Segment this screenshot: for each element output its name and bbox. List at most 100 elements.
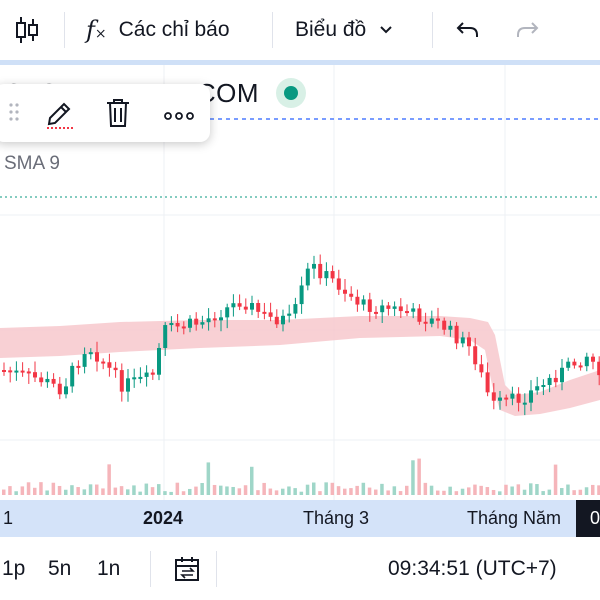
time-axis-label: Tháng 3	[303, 508, 370, 528]
candle-body	[330, 271, 335, 279]
volume-bar	[243, 485, 248, 495]
bottom-bar: 1p 5n 1n 09:34:51 (UTC+7)	[0, 537, 600, 600]
candle-body	[547, 377, 552, 385]
volume-bar	[547, 489, 552, 495]
candle-body	[361, 299, 366, 305]
volume-bar	[45, 490, 49, 495]
volume-bar	[200, 483, 204, 495]
volume-bar	[355, 485, 359, 495]
undo-button[interactable]	[455, 0, 481, 60]
candle-body	[64, 386, 68, 395]
candle-body	[386, 305, 391, 309]
indicators-label: Các chỉ báo	[118, 18, 230, 41]
chevron-down-icon	[380, 26, 392, 34]
candle-body	[26, 371, 31, 374]
volume-bar	[14, 491, 18, 495]
candle-body	[45, 378, 50, 383]
volume-bar	[219, 485, 223, 495]
indicators-button[interactable]: f× Các chỉ báo	[86, 0, 230, 60]
candle-body	[454, 325, 459, 344]
interval-1n-button[interactable]: 1n	[97, 557, 121, 580]
volume-bar	[175, 482, 180, 495]
volume-bar	[82, 489, 87, 495]
volume-bar	[423, 482, 428, 495]
volume-bar	[318, 491, 322, 495]
candles-icon[interactable]	[14, 0, 40, 60]
drag-handle-icon[interactable]	[8, 101, 20, 128]
volume-bar	[76, 487, 80, 495]
drawing-toolbar	[0, 84, 210, 142]
volume-bar	[26, 482, 31, 495]
date-range-button[interactable]	[173, 537, 203, 600]
volume-bar	[504, 484, 508, 495]
candle-body	[231, 303, 236, 308]
interval-5n-button[interactable]: 5n	[48, 557, 72, 580]
volume-bar	[429, 485, 434, 495]
function-icon: f×	[86, 16, 107, 44]
candle-body	[293, 304, 298, 314]
crosshair-time-label: 0	[576, 500, 600, 537]
volume-bar	[597, 485, 600, 495]
volume-bar	[256, 490, 260, 495]
candle-body	[200, 322, 205, 325]
indicator-legend[interactable]: SMA 9	[4, 153, 60, 174]
volume-bar	[126, 489, 130, 495]
candle-body	[20, 370, 25, 373]
candle-body	[175, 322, 180, 327]
volume-bar	[560, 488, 564, 495]
candle-body	[522, 402, 527, 405]
volume-bar	[473, 484, 477, 495]
candle-body	[82, 354, 87, 367]
volume-bar	[194, 486, 198, 495]
volume-bar	[460, 488, 465, 495]
volume-bar	[442, 490, 446, 495]
candle-body	[405, 311, 409, 314]
time-axis-label: Tháng Năm	[467, 508, 562, 528]
chart-canvas[interactable]	[0, 65, 600, 500]
volume-bar	[144, 483, 149, 495]
volume-bar	[578, 489, 583, 495]
candle-body	[14, 370, 19, 373]
interval-1p-button[interactable]: 1p	[2, 557, 26, 580]
volume-bar	[250, 466, 254, 495]
trash-icon[interactable]	[105, 97, 131, 134]
volume-bar	[516, 484, 521, 495]
chart-type-button[interactable]: Biểu đồ	[295, 0, 396, 60]
candle-body	[107, 362, 112, 368]
candle-body	[181, 326, 186, 329]
volume-bar	[522, 489, 527, 495]
candle-body	[411, 308, 416, 312]
volume-bar	[454, 491, 459, 495]
volume-bar	[299, 491, 304, 495]
candle-body	[498, 397, 502, 401]
volume-bar	[330, 482, 335, 495]
candle-body	[584, 356, 589, 367]
candle-body	[132, 377, 137, 380]
candle-body	[250, 303, 254, 310]
volume-bar	[398, 491, 403, 495]
pencil-icon[interactable]	[44, 96, 76, 135]
candle-body	[529, 390, 533, 403]
candle-body	[274, 316, 279, 325]
candle-body	[119, 370, 124, 392]
candle-body	[597, 361, 600, 376]
time-axis[interactable]: 1 2024 Tháng 3 Tháng Năm 0	[0, 500, 600, 537]
candle-body	[374, 311, 378, 314]
candle-body	[219, 317, 223, 321]
candle-body	[76, 365, 81, 368]
volume-bar	[367, 487, 372, 495]
volume-bar	[374, 489, 378, 495]
candle-body	[262, 311, 267, 314]
candle-body	[57, 383, 62, 395]
candle-body	[312, 263, 316, 269]
volume-bar	[566, 484, 570, 495]
undo-icon	[456, 22, 478, 37]
volume-bar	[343, 488, 347, 495]
candle-body	[305, 268, 310, 286]
clock-timezone[interactable]: 09:34:51 (UTC+7)	[388, 557, 557, 580]
volume-bar	[95, 484, 99, 495]
redo-button[interactable]	[514, 0, 540, 60]
more-icon[interactable]	[164, 108, 194, 126]
candle-body	[281, 315, 285, 325]
volume-bar	[33, 487, 37, 495]
